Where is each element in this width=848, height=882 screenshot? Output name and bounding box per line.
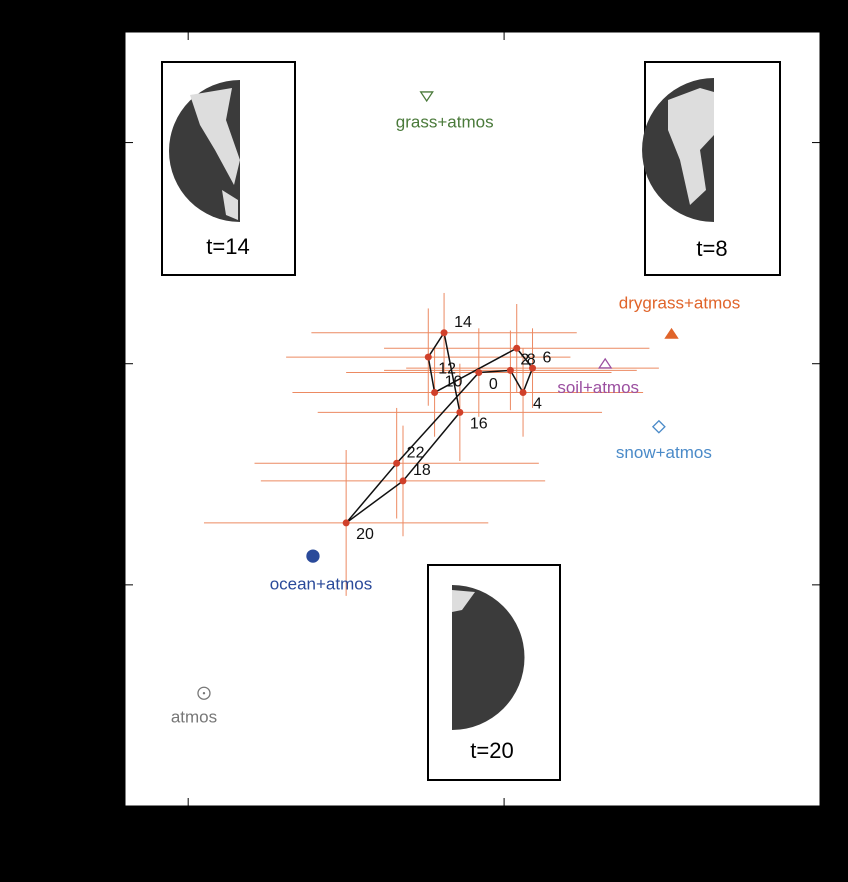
point <box>441 329 448 336</box>
inset-label: t=20 <box>470 738 513 763</box>
axis-label-part: -2.5 log ( f <box>385 849 453 866</box>
inset-label: t=14 <box>206 234 249 259</box>
y-tick-label: -2 <box>94 797 107 814</box>
y-tick-label: -1 <box>94 576 107 593</box>
x-tick-label: 1 <box>816 819 824 836</box>
axis-label-part: / f <box>36 382 53 400</box>
axis-label-part: / f <box>493 849 511 866</box>
inset: t=20 <box>428 565 560 780</box>
point <box>431 389 438 396</box>
reference-label: atmos <box>171 708 217 727</box>
page: -2.5 log ( f0.44 μm / f0.60 μm ) -2.5 lo… <box>0 0 848 882</box>
point <box>456 409 463 416</box>
reference-label: grass+atmos <box>396 113 494 132</box>
axis-label-part: ) <box>549 849 558 866</box>
point <box>475 369 482 376</box>
axis-label-part: -2.5 log ( f <box>36 438 53 506</box>
point-label: 0 <box>489 376 498 393</box>
point-label: 22 <box>407 444 425 461</box>
x-tick-label: -1 <box>182 819 195 836</box>
axis-label-part: 0.60 μm <box>510 858 550 870</box>
point-label: 4 <box>533 396 542 413</box>
axis-label-part: 0.44 μm <box>453 858 493 870</box>
reference-marker-dot <box>203 692 205 694</box>
point-label: 6 <box>543 349 552 366</box>
reference-label: snow+atmos <box>616 443 712 462</box>
point-label: 14 <box>454 314 472 331</box>
point <box>343 519 350 526</box>
reference-marker <box>307 550 319 562</box>
inset: t=14 <box>162 62 295 275</box>
point <box>520 389 527 396</box>
point-label: 8 <box>527 351 536 368</box>
chart: -2.5 log ( f0.44 μm / f0.60 μm ) -2.5 lo… <box>0 0 848 882</box>
x-tick-label: 0 <box>500 819 508 836</box>
axis-label-part: 0.60 μm <box>45 399 57 439</box>
reference-label: soil+atmos <box>557 378 639 397</box>
point <box>425 354 432 361</box>
point-label: 18 <box>413 462 431 479</box>
reference-label: drygrass+atmos <box>619 293 740 312</box>
axis-label-part: ) <box>36 333 53 342</box>
point <box>513 345 520 352</box>
axis-label-part: 0.80 μm <box>45 343 57 383</box>
y-tick-label: 1 <box>99 134 107 151</box>
point-label: 20 <box>356 526 374 543</box>
point <box>400 477 407 484</box>
inset-label: t=8 <box>696 236 727 261</box>
point-label: 16 <box>470 416 488 433</box>
reference-label: ocean+atmos <box>270 575 373 594</box>
point <box>507 367 514 374</box>
point <box>393 460 400 467</box>
y-tick-label: 0 <box>99 355 107 372</box>
point-label: 12 <box>438 360 456 377</box>
inset: t=8 <box>642 62 780 275</box>
